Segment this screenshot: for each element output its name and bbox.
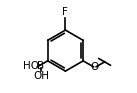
Text: B: B <box>37 61 45 71</box>
Text: OH: OH <box>33 71 49 81</box>
Text: O: O <box>91 62 99 72</box>
Text: HO: HO <box>23 61 39 71</box>
Text: F: F <box>62 7 68 17</box>
